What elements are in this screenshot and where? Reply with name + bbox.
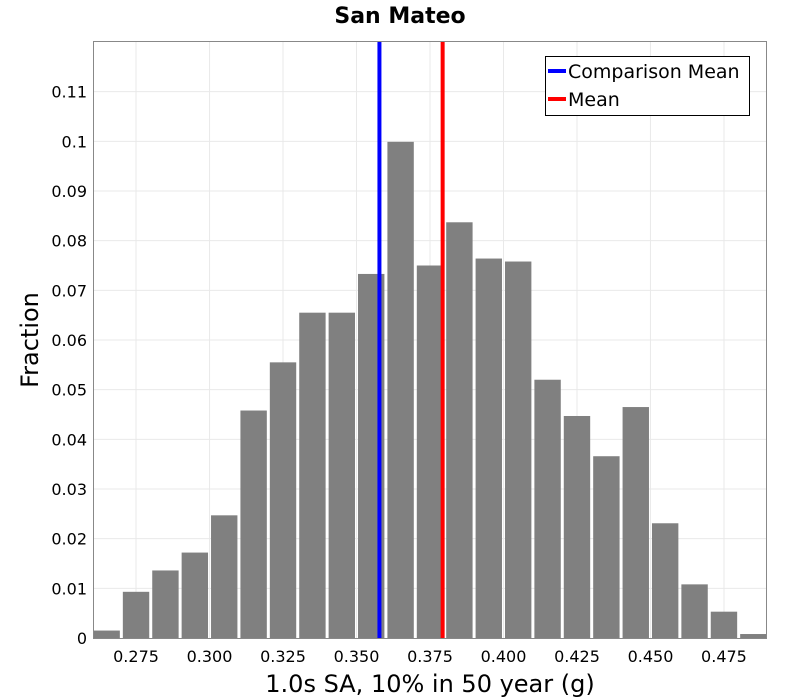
x-tick-label: 0.375 <box>407 647 453 666</box>
y-tick-label: 0 <box>77 629 87 648</box>
histogram-bar <box>593 456 620 638</box>
reference-lines <box>377 42 445 638</box>
histogram-bar <box>710 611 738 638</box>
histogram-bar <box>534 379 561 638</box>
x-axis-label: 1.0s SA, 10% in 50 year (g) <box>265 670 594 698</box>
x-tick-label: 0.350 <box>334 647 380 666</box>
histogram-bar <box>740 634 767 638</box>
x-tick-label: 0.325 <box>260 647 306 666</box>
x-tick-label: 0.400 <box>481 647 527 666</box>
histogram-bar <box>563 415 591 638</box>
histogram-bar <box>269 362 297 638</box>
histogram-bar <box>622 407 649 638</box>
chart-title: San Mateo <box>334 4 465 29</box>
histogram-bar <box>504 261 532 638</box>
y-tick-label: 0.04 <box>51 430 87 449</box>
x-tick-label: 0.450 <box>628 647 674 666</box>
histogram-bar <box>681 584 708 638</box>
legend-label-comparison-mean: Comparison Mean <box>568 61 740 83</box>
histogram-bar <box>387 141 414 638</box>
histogram-bar <box>416 265 444 638</box>
legend: Comparison Mean Mean <box>545 56 750 116</box>
histogram-bar <box>475 258 502 638</box>
histogram-bar <box>446 222 473 639</box>
x-axis-ticks: 0.275 0.300 0.325 0.350 0.375 0.400 0.425 0.450… <box>113 647 747 666</box>
y-tick-label: 0.01 <box>51 579 87 598</box>
histogram-bar <box>651 523 679 638</box>
histogram-bar <box>122 591 150 638</box>
x-tick-label: 0.275 <box>113 647 159 666</box>
y-axis-ticks: 0 0.01 0.02 0.03 0.04 0.05 0.06 0.07 0.08 0.09 0.1… <box>51 83 87 648</box>
y-tick-label: 0.06 <box>51 331 87 350</box>
y-tick-label: 0.02 <box>51 530 87 549</box>
x-tick-label: 0.475 <box>701 647 747 666</box>
histogram-bar <box>93 630 120 638</box>
y-tick-label: 0.07 <box>51 281 87 300</box>
plot-frame <box>93 41 767 639</box>
histogram-bar <box>152 570 179 638</box>
histogram-bar <box>240 410 267 638</box>
legend-label-mean: Mean <box>568 89 620 111</box>
y-tick-label: 0.05 <box>51 381 87 400</box>
histogram-bar <box>299 312 326 638</box>
x-tick-label: 0.300 <box>187 647 233 666</box>
y-tick-label: 0.11 <box>51 83 87 102</box>
histogram-bar <box>181 552 209 638</box>
histogram-bar <box>328 312 356 638</box>
y-tick-label: 0.09 <box>51 182 87 201</box>
y-tick-label: 0.08 <box>51 232 87 251</box>
legend-box <box>545 56 750 116</box>
y-tick-label: 0.03 <box>51 480 87 499</box>
histogram-bar <box>211 515 238 638</box>
y-tick-label: 0.1 <box>62 132 87 151</box>
x-tick-label: 0.425 <box>554 647 600 666</box>
y-axis-label: Fraction <box>16 292 44 388</box>
